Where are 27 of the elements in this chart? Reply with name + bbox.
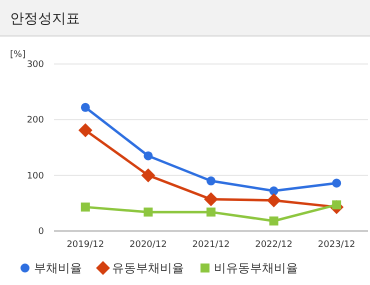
legend-label: 부채비율 — [34, 261, 82, 275]
x-tick-label: 2023/12 — [318, 240, 356, 250]
point — [206, 208, 216, 217]
y-tick-label: 100 — [26, 171, 44, 182]
y-axis-title: [%] — [10, 50, 26, 60]
point — [206, 176, 216, 186]
chart-title: 안정성지표 — [10, 11, 80, 27]
x-tick-label: 2022/12 — [255, 240, 292, 250]
point — [332, 178, 342, 188]
point — [80, 202, 90, 212]
point — [266, 193, 281, 208]
point — [144, 151, 153, 160]
x-tick-label: 2019/12 — [66, 240, 104, 250]
point — [78, 123, 92, 138]
point — [204, 192, 218, 206]
x-tick-label: 2020/12 — [130, 240, 167, 250]
legend-label: 유동부채비율 — [112, 261, 184, 275]
point — [80, 102, 90, 112]
y-tick-label: 0 — [38, 227, 44, 237]
point — [269, 216, 278, 226]
y-tick-label: 300 — [26, 60, 44, 70]
point — [144, 208, 153, 217]
x-tick-label: 2021/12 — [192, 240, 230, 250]
point — [269, 186, 278, 196]
legend-label: 비유동부채비율 — [214, 261, 298, 275]
point — [141, 168, 156, 182]
y-tick-label: 200 — [26, 116, 44, 126]
